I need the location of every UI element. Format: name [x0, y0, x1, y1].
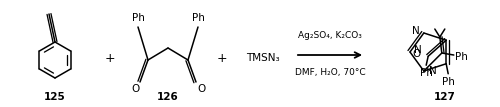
Text: Ag₂SO₄, K₂CO₃: Ag₂SO₄, K₂CO₃ [298, 30, 362, 39]
Text: +: + [216, 51, 228, 65]
Text: 126: 126 [157, 92, 179, 102]
Text: N: N [412, 26, 420, 36]
Text: O: O [412, 49, 420, 59]
Text: TMSN₃: TMSN₃ [246, 53, 280, 63]
Text: N: N [429, 66, 436, 76]
Text: Ph: Ph [456, 52, 468, 62]
Text: Ph: Ph [132, 13, 144, 23]
Text: +: + [104, 51, 116, 65]
Text: N: N [414, 45, 422, 55]
Text: DMF, H₂O, 70°C: DMF, H₂O, 70°C [294, 68, 366, 77]
Text: 125: 125 [44, 92, 66, 102]
Text: 127: 127 [434, 92, 456, 102]
Text: Ph: Ph [420, 68, 432, 78]
Text: O: O [131, 84, 139, 94]
Text: O: O [197, 84, 205, 94]
Text: Ph: Ph [192, 13, 204, 23]
Text: Ph: Ph [442, 77, 454, 87]
